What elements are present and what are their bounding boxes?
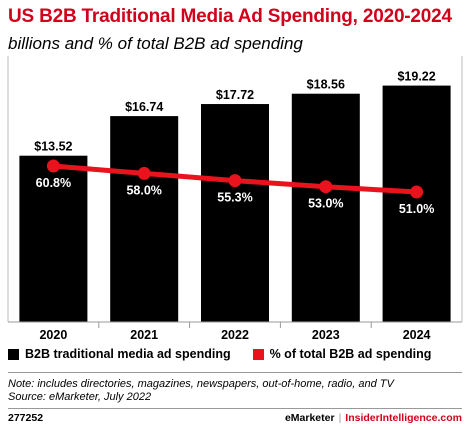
divider-bottom <box>8 408 462 409</box>
legend-item-bars: B2B traditional media ad spending <box>8 347 231 361</box>
notes: Note: includes directories, magazines, n… <box>8 378 394 404</box>
source-text: Source: eMarketer, July 2022 <box>8 391 152 403</box>
brand-separator: | <box>338 412 342 424</box>
chart-id: 277252 <box>8 412 44 424</box>
divider-top <box>8 372 462 373</box>
line-point-2023 <box>319 180 333 194</box>
line-value-label-2021: 58.0% <box>126 183 161 197</box>
bar-2022 <box>201 104 269 322</box>
legend-item-line: % of total B2B ad spending <box>252 347 432 361</box>
footer: 277252 eMarketer | InsiderIntelligence.com <box>8 412 462 424</box>
chart-area: $13.52 2020 $16.74 2021 $17.72 2022 $18.56 2023… <box>7 56 463 342</box>
bar-2024 <box>382 85 451 323</box>
bar-2023 <box>291 93 360 322</box>
note-text: Note: includes directories, magazines, n… <box>8 378 394 390</box>
x-tick-label-2021: 2021 <box>130 328 158 342</box>
legend-label-line: % of total B2B ad spending <box>269 347 432 361</box>
brand: eMarketer | InsiderIntelligence.com <box>285 412 462 424</box>
brand-insiderintelligence[interactable]: InsiderIntelligence.com <box>345 412 462 424</box>
line-value-label-2024: 51.0% <box>399 202 434 216</box>
legend: B2B traditional media ad spending % of t… <box>8 347 453 361</box>
line-point-2020 <box>46 159 60 173</box>
x-tick-label-2024: 2024 <box>403 328 431 342</box>
line-point-2022 <box>228 174 242 188</box>
chart-subtitle: billions and % of total B2B ad spending <box>8 34 303 53</box>
x-tick-label-2022: 2022 <box>221 328 249 342</box>
legend-swatch-line <box>252 348 264 360</box>
bar-value-label-2023: $18.56 <box>307 78 345 92</box>
bar-value-label-2022: $17.72 <box>216 88 254 102</box>
line-value-label-2023: 53.0% <box>308 197 343 211</box>
line-point-2024 <box>410 185 424 199</box>
chart-title: US B2B Traditional Media Ad Spending, 20… <box>8 6 452 27</box>
line-value-label-2022: 55.3% <box>217 191 252 205</box>
legend-label-bars: B2B traditional media ad spending <box>25 347 231 361</box>
bar-value-label-2020: $13.52 <box>34 140 72 154</box>
bar-value-label-2021: $16.74 <box>125 100 163 114</box>
bar-2021 <box>110 116 179 323</box>
bar-value-label-2024: $19.22 <box>397 70 435 84</box>
x-tick-label-2023: 2023 <box>312 328 340 342</box>
bar-2020 <box>19 155 88 322</box>
x-tick-label-2020: 2020 <box>39 328 67 342</box>
line-value-label-2020: 60.8% <box>36 176 71 190</box>
line-point-2021 <box>137 166 151 180</box>
legend-swatch-bars <box>8 348 19 360</box>
brand-emarketer: eMarketer <box>284 412 335 424</box>
